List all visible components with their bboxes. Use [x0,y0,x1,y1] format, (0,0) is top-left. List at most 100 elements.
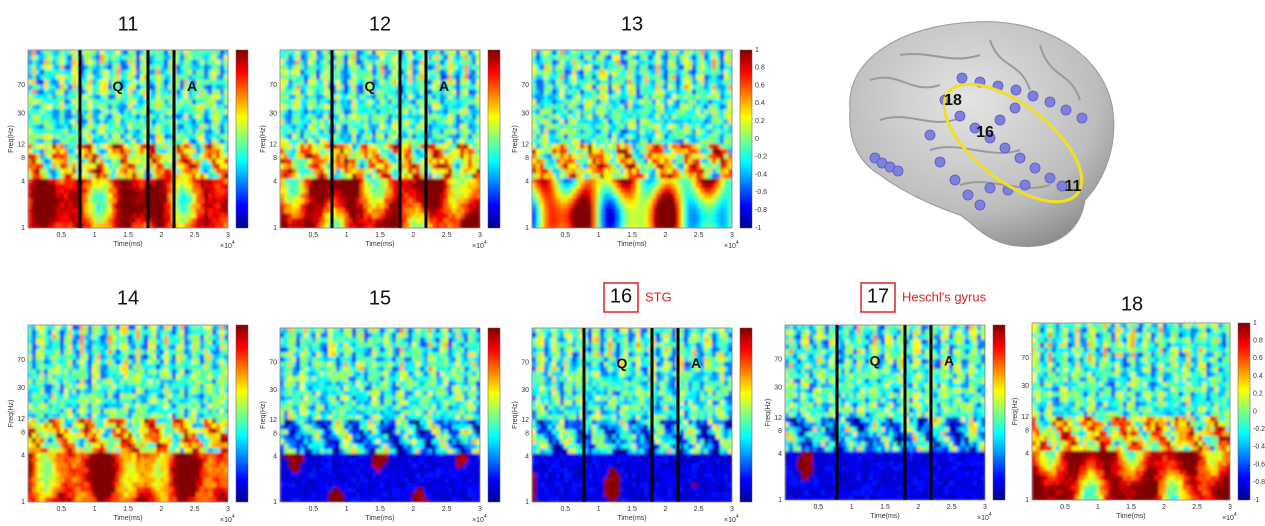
heatmap-cell [444,89,449,96]
heatmap-cell [76,94,81,100]
heatmap-cell [552,124,557,130]
heatmap-cell [408,173,413,180]
heatmap-cell [360,84,365,91]
heatmap-cell [68,124,73,130]
heatmap-cell [440,178,445,185]
heatmap-cell [312,79,317,86]
heatmap-cell [400,129,405,135]
heatmap-cell [196,84,201,91]
heatmap-cell [644,153,649,160]
heatmap-cell [136,163,141,170]
heatmap-cell [328,124,333,130]
heatmap-cell [612,129,617,135]
heatmap-cell [40,178,45,185]
heatmap-cell [180,143,185,150]
heatmap-cell [36,129,41,135]
heatmap-cell [88,203,93,209]
heatmap-cell [404,158,409,165]
heatmap-cell [400,79,405,86]
heatmap-cell [440,79,445,86]
heatmap-cell [336,173,341,180]
heatmap-cell [32,203,37,209]
heatmap-cell [72,158,77,165]
heatmap-cell [52,143,57,150]
heatmap-cell [448,168,453,175]
heatmap-cell [80,148,85,155]
heatmap-cell [280,114,285,120]
heatmap-cell [544,168,549,175]
heatmap-cell [344,188,349,194]
heatmap-cell [360,139,365,145]
heatmap-cell [580,54,585,61]
heatmap-cell [184,134,189,140]
heatmap-cell [312,59,317,66]
heatmap-cell [36,153,41,160]
heatmap-cell [68,193,73,199]
heatmap-cell [692,69,697,76]
heatmap-cell [224,188,228,194]
heatmap-cell [564,64,569,71]
heatmap-cell [412,50,417,56]
heatmap-cell [204,158,209,165]
heatmap-cell [576,94,581,100]
heatmap-cell [320,153,325,160]
heatmap-cell [328,218,333,224]
heatmap-cell [324,124,329,130]
heatmap-cell [388,124,393,130]
heatmap-cell [664,104,669,110]
heatmap-cell [436,109,441,115]
heatmap-cell [340,143,345,150]
heatmap-cell [308,119,313,125]
heatmap-cell [448,163,453,170]
heatmap-cell [448,183,453,189]
heatmap-cell [40,79,45,86]
heatmap-cell [92,94,97,100]
heatmap-cell [464,173,469,180]
heatmap-cell [32,178,37,185]
heatmap-cell [200,59,205,66]
heatmap-cell [428,134,433,140]
heatmap-cell [624,109,629,115]
heatmap-cell [712,59,717,66]
heatmap-cell [112,178,117,185]
heatmap-cell [320,99,325,105]
heatmap-cell [700,124,705,130]
heatmap-cell [284,203,289,209]
heatmap-cell [336,89,341,96]
heatmap-cell [664,134,669,140]
heatmap-cell [48,203,53,209]
heatmap-cell [280,64,285,71]
heatmap-cell [372,148,377,155]
heatmap-cell [280,79,285,86]
heatmap-cell [160,84,165,91]
heatmap-cell [128,134,133,140]
heatmap-cell [576,148,581,155]
heatmap-cell [440,143,445,150]
heatmap-cell [380,153,385,160]
heatmap-cell [440,114,445,120]
heatmap-cell [680,109,685,115]
heatmap-cell [80,218,85,224]
heatmap-cell [664,50,669,56]
heatmap-cell [340,124,345,130]
heatmap-cell [84,114,89,120]
heatmap-cell [724,79,729,86]
heatmap-cell [452,173,457,180]
heatmap-cell [52,64,57,71]
heatmap-cell [440,208,445,214]
heatmap-cell [184,143,189,150]
heatmap-cell [36,99,41,105]
heatmap-cell [224,119,228,125]
heatmap-cell [300,129,305,135]
heatmap-cell [628,94,633,100]
heatmap-cell [300,104,305,110]
heatmap-cell [644,114,649,120]
heatmap-cell [188,188,193,194]
heatmap-cell [204,148,209,155]
heatmap-cell [164,223,169,228]
heatmap-cell [452,143,457,150]
heatmap-cell [620,129,625,135]
heatmap-cell [540,143,545,150]
heatmap-cell [680,69,685,76]
heatmap-cell [168,158,173,165]
